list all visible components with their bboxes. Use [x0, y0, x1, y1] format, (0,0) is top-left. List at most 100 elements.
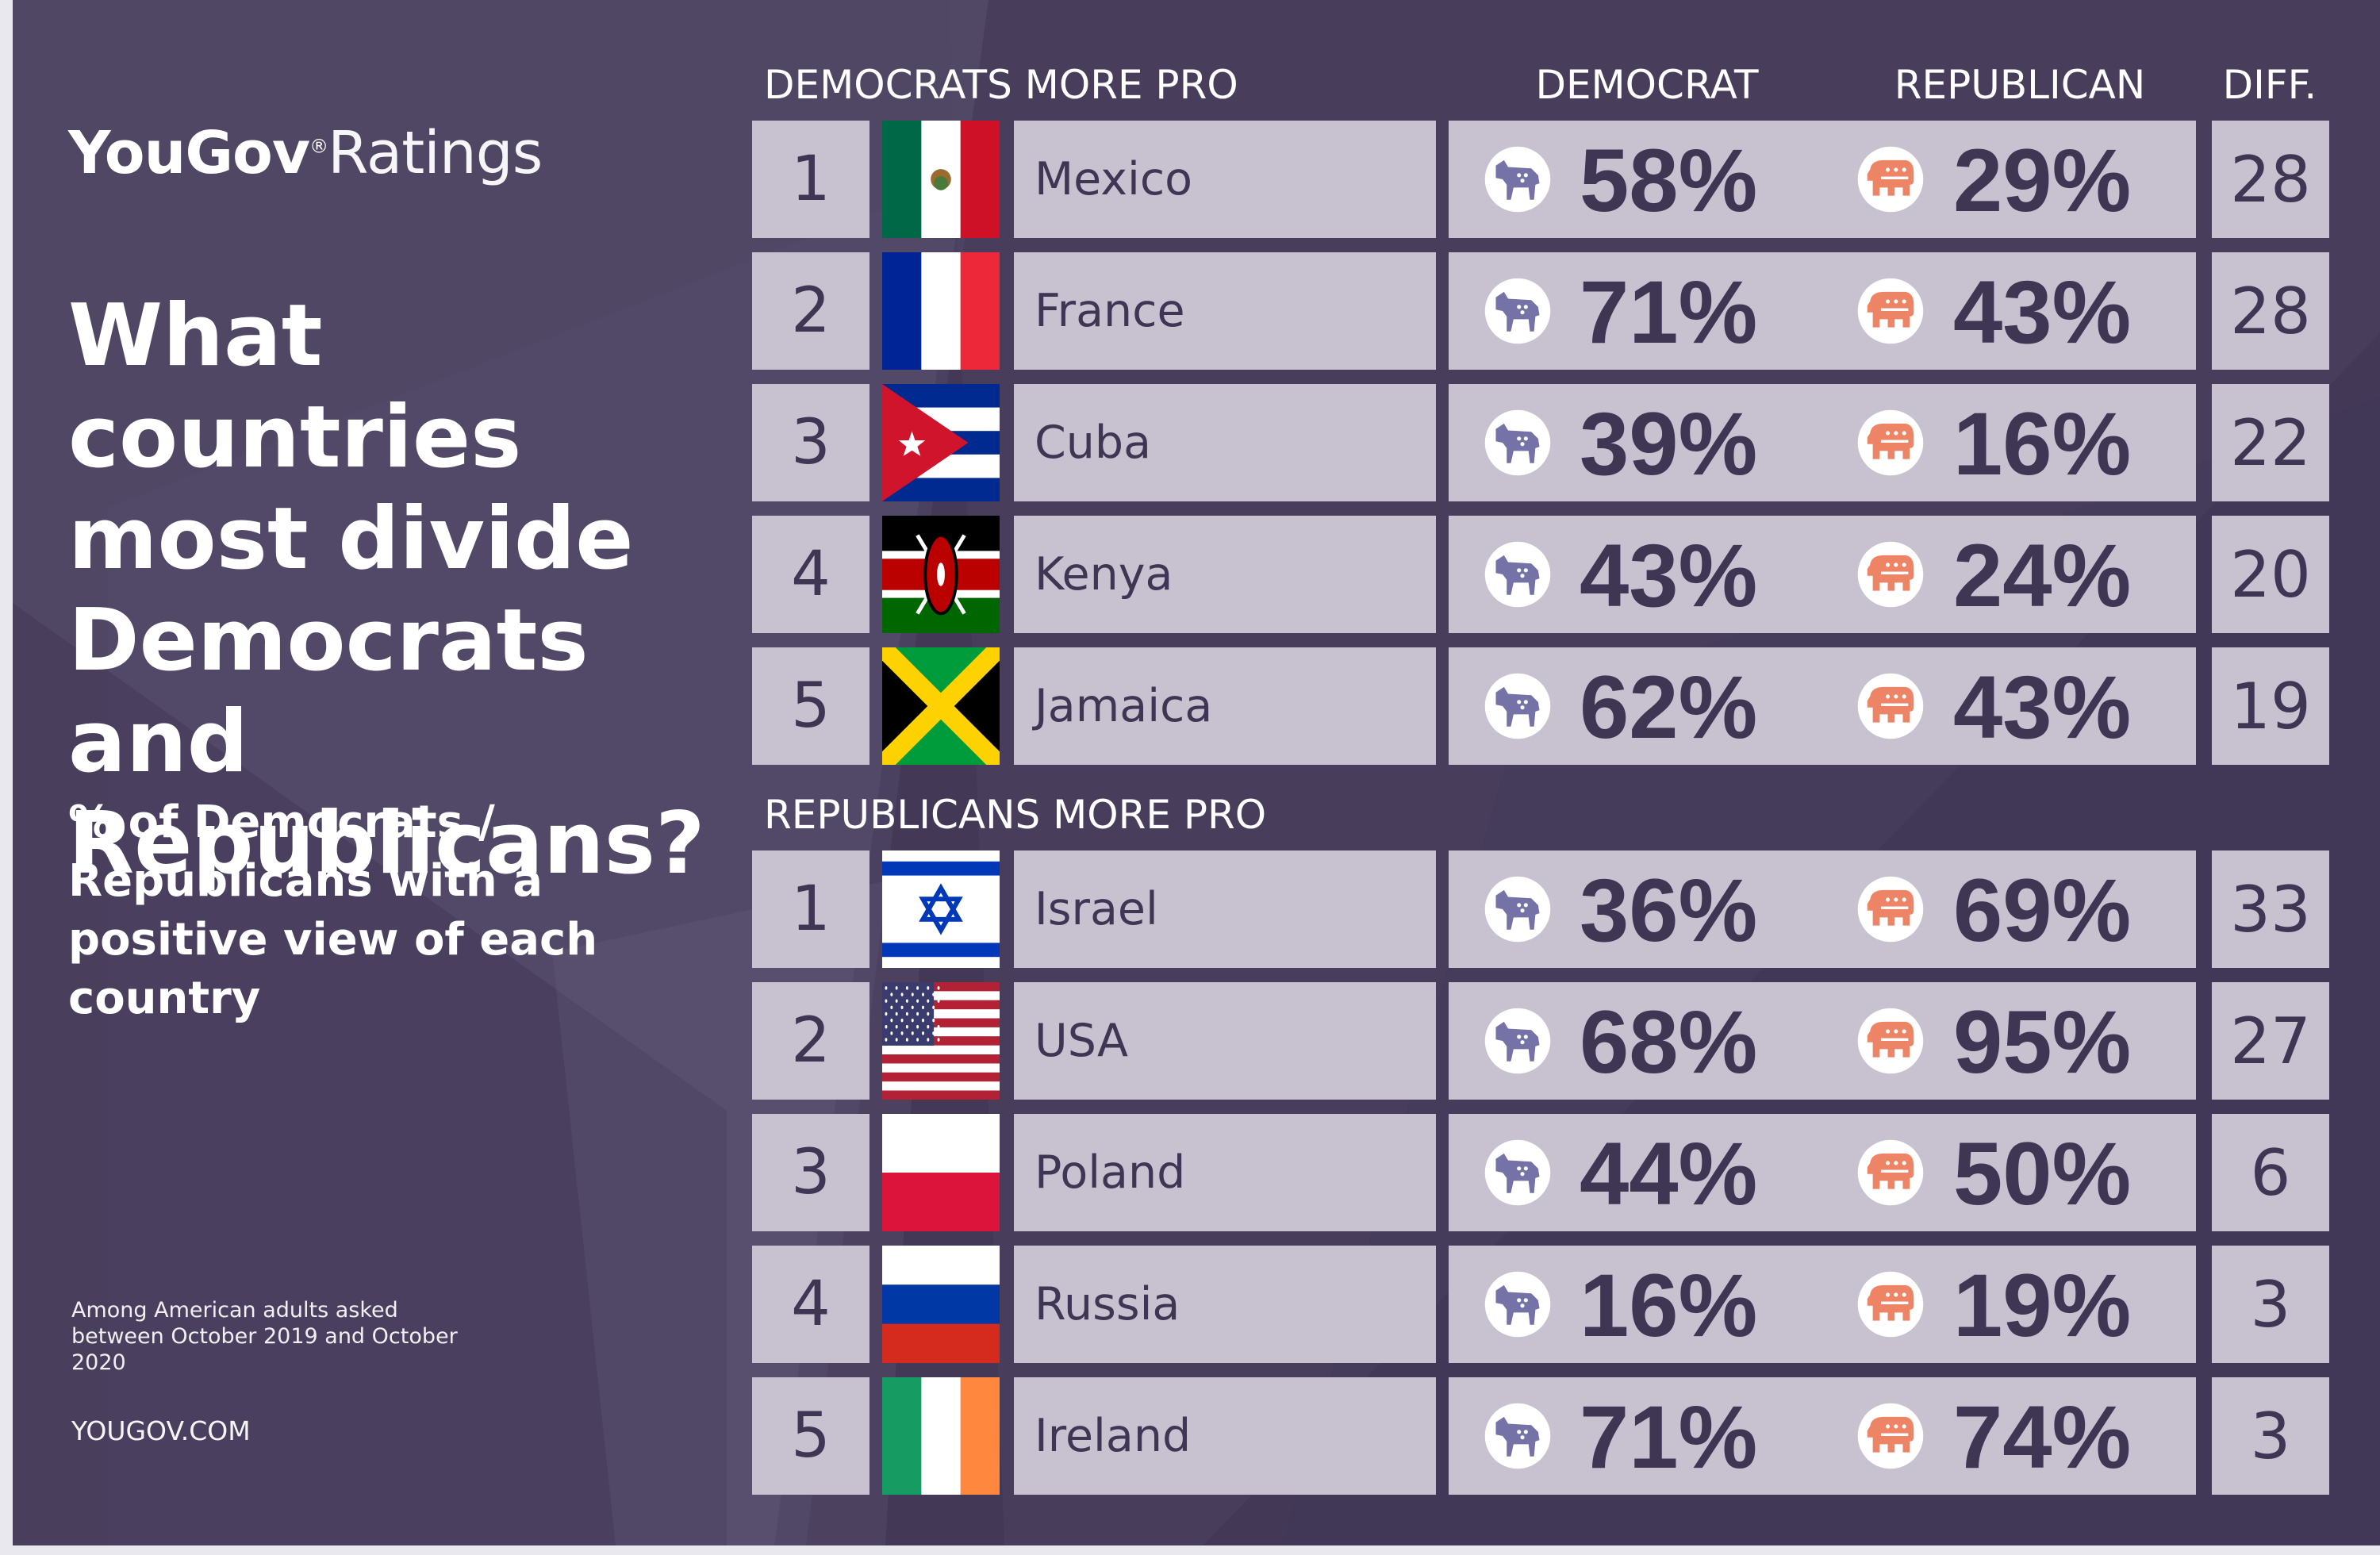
country-name: USA: [1014, 982, 1436, 1100]
donkey-icon: [1484, 540, 1552, 609]
elephant-icon: [1856, 145, 1925, 213]
values-cell: 44% 50%: [1449, 1114, 2196, 1231]
methodology-note: Among American adults asked between Octo…: [71, 1298, 458, 1375]
country-name: Russia: [1014, 1246, 1436, 1363]
rank-cell: 3: [752, 384, 869, 501]
yougov-ratings-logo: YouGov®Ratings: [68, 119, 543, 187]
column-header-republican: REPUBLICAN: [1894, 62, 2146, 108]
values-cell: 43% 24%: [1449, 516, 2196, 633]
diff-cell: 22: [2212, 384, 2329, 501]
republican-percent: 16%: [1953, 394, 2132, 493]
france-flag-icon: [882, 252, 1000, 370]
democrat-percent: 16%: [1580, 1256, 1758, 1355]
rank-cell: 4: [752, 1246, 869, 1363]
country-name: Israel: [1014, 850, 1436, 968]
democrat-percent: 43%: [1580, 526, 1758, 625]
rank-cell: 2: [752, 982, 869, 1100]
diff-cell: 20: [2212, 516, 2329, 633]
russia-flag-icon: [882, 1246, 1000, 1363]
column-header-diff: DIFF.: [2222, 62, 2317, 108]
diff-cell: 27: [2212, 982, 2329, 1100]
values-cell: 39% 16%: [1449, 384, 2196, 501]
values-cell: 68% 95%: [1449, 982, 2196, 1100]
democrat-percent: 39%: [1580, 394, 1758, 493]
republican-percent: 19%: [1953, 1256, 2132, 1355]
elephant-icon: [1856, 540, 1925, 609]
diff-cell: 3: [2212, 1377, 2329, 1495]
infographic-board: YouGov®Ratings What countries most divid…: [13, 0, 2380, 1545]
donkey-icon: [1484, 277, 1552, 345]
country-name: France: [1014, 252, 1436, 370]
values-cell: 58% 29%: [1449, 121, 2196, 238]
democrat-percent: 68%: [1580, 993, 1758, 1092]
mexico-flag-icon: [882, 121, 1000, 238]
ireland-flag-icon: [882, 1377, 1000, 1495]
diff-cell: 3: [2212, 1246, 2329, 1363]
diff-cell: 33: [2212, 850, 2329, 968]
democrat-percent: 62%: [1580, 658, 1758, 757]
elephant-icon: [1856, 672, 1925, 740]
democrat-percent: 71%: [1580, 263, 1758, 362]
republican-percent: 95%: [1953, 993, 2132, 1092]
donkey-icon: [1484, 875, 1552, 943]
republican-percent: 29%: [1953, 131, 2132, 230]
values-cell: 16% 19%: [1449, 1246, 2196, 1363]
donkey-icon: [1484, 1138, 1552, 1207]
rank-cell: 1: [752, 121, 869, 238]
donkey-icon: [1484, 409, 1552, 477]
rank-cell: 4: [752, 516, 869, 633]
poland-flag-icon: [882, 1114, 1000, 1231]
democrat-percent: 44%: [1580, 1124, 1758, 1223]
donkey-icon: [1484, 1007, 1552, 1075]
rank-cell: 1: [752, 850, 869, 968]
republican-percent: 43%: [1953, 658, 2132, 757]
page-title: What countries most divide Democrats and…: [68, 286, 705, 893]
republican-percent: 50%: [1953, 1124, 2132, 1223]
republican-percent: 24%: [1953, 526, 2132, 625]
democrat-percent: 71%: [1580, 1388, 1758, 1487]
country-name: Mexico: [1014, 121, 1436, 238]
republican-percent: 43%: [1953, 263, 2132, 362]
elephant-icon: [1856, 1270, 1925, 1338]
elephant-icon: [1856, 277, 1925, 345]
elephant-icon: [1856, 875, 1925, 943]
donkey-icon: [1484, 1402, 1552, 1470]
donkey-icon: [1484, 145, 1552, 213]
column-header-democrat: DEMOCRAT: [1535, 62, 1759, 108]
diff-cell: 19: [2212, 647, 2329, 765]
kenya-flag-icon: [882, 516, 1000, 633]
donkey-icon: [1484, 672, 1552, 740]
section-heading: DEMOCRATS MORE PRO: [764, 62, 1238, 108]
rank-cell: 5: [752, 1377, 869, 1495]
democrat-percent: 36%: [1580, 861, 1758, 960]
elephant-icon: [1856, 409, 1925, 477]
rank-cell: 5: [752, 647, 869, 765]
diff-cell: 28: [2212, 252, 2329, 370]
elephant-icon: [1856, 1007, 1925, 1075]
website-link[interactable]: YOUGOV.COM: [71, 1415, 251, 1446]
country-name: Ireland: [1014, 1377, 1436, 1495]
values-cell: 71% 74%: [1449, 1377, 2196, 1495]
rank-cell: 2: [752, 252, 869, 370]
cuba-flag-icon: [882, 384, 1000, 501]
democrat-percent: 58%: [1580, 131, 1758, 230]
values-cell: 36% 69%: [1449, 850, 2196, 968]
country-name: Jamaica: [1014, 647, 1436, 765]
values-cell: 62% 43%: [1449, 647, 2196, 765]
donkey-icon: [1484, 1270, 1552, 1338]
country-name: Cuba: [1014, 384, 1436, 501]
page-subtitle: % of Democrats / Republicans with a posi…: [68, 797, 598, 1024]
values-cell: 71% 43%: [1449, 252, 2196, 370]
diff-cell: 6: [2212, 1114, 2329, 1231]
israel-flag-icon: [882, 850, 1000, 968]
elephant-icon: [1856, 1402, 1925, 1470]
usa-flag-icon: [882, 982, 1000, 1100]
jamaica-flag-icon: [882, 647, 1000, 765]
republican-percent: 74%: [1953, 1388, 2132, 1487]
country-name: Kenya: [1014, 516, 1436, 633]
rank-cell: 3: [752, 1114, 869, 1231]
elephant-icon: [1856, 1138, 1925, 1207]
section-heading: REPUBLICANS MORE PRO: [764, 792, 1267, 838]
republican-percent: 69%: [1953, 861, 2132, 960]
